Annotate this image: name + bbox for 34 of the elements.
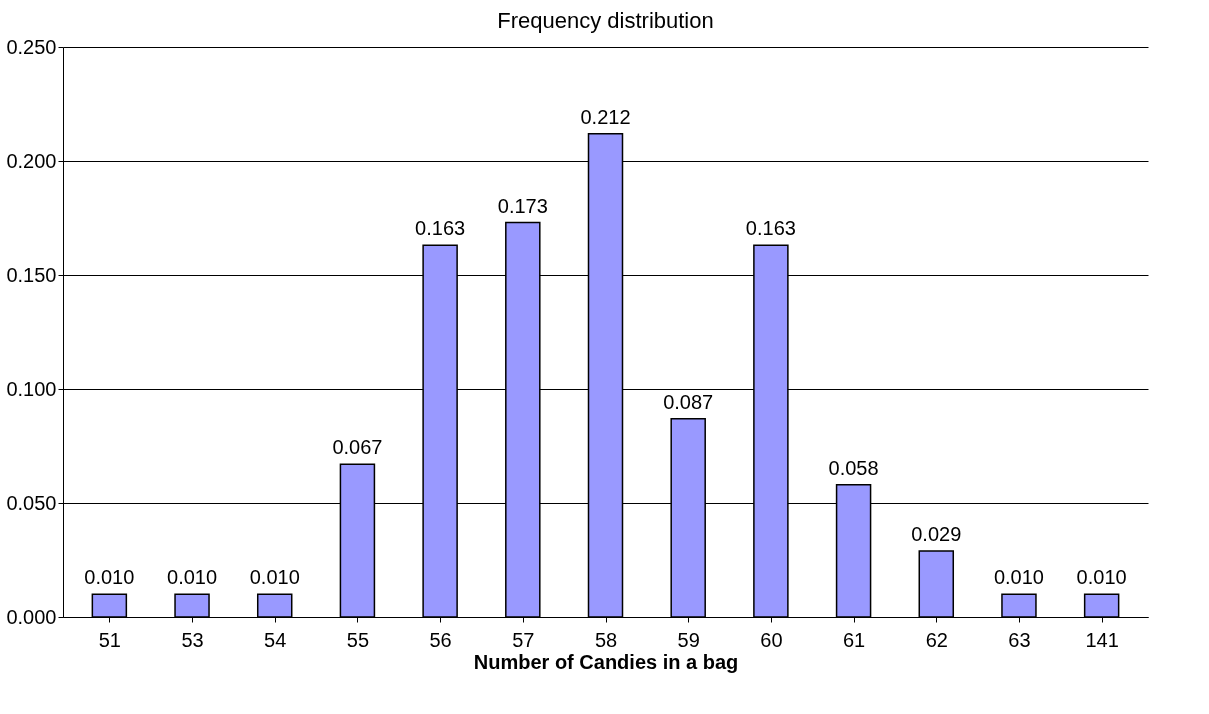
- x-tick-label: 57: [512, 628, 535, 651]
- data-label: 0.212: [580, 105, 631, 128]
- data-label: 0.010: [1076, 566, 1127, 589]
- x-tick-label: 60: [760, 628, 783, 651]
- y-tick-label: 0.100: [6, 377, 57, 400]
- x-tick-label: 56: [429, 628, 452, 651]
- x-axis-title: Number of Candies in a bag: [473, 650, 739, 673]
- data-label: 0.010: [84, 566, 135, 589]
- data-label: 0.058: [828, 456, 879, 479]
- x-tick-label: 55: [346, 628, 370, 651]
- data-label: 0.067: [332, 436, 383, 459]
- y-tick-label: 0.050: [6, 491, 57, 514]
- y-tick-label: 0.150: [6, 263, 57, 286]
- x-tick-label: 141: [1085, 628, 1119, 651]
- data-label: 0.029: [911, 522, 962, 545]
- x-tick-label: 58: [594, 628, 618, 651]
- x-tick-label: 61: [842, 628, 866, 651]
- x-tick-label: 53: [181, 628, 204, 651]
- chart-title: Frequency distribution: [497, 8, 714, 33]
- y-tick-label: 0.250: [6, 35, 57, 58]
- data-label: 0.010: [993, 566, 1044, 589]
- y-tick-label: 0.200: [6, 149, 57, 172]
- data-label: 0.010: [167, 566, 218, 589]
- data-label: 0.173: [497, 194, 548, 217]
- data-label: 0.087: [663, 390, 714, 413]
- x-tick-label: 51: [98, 628, 121, 651]
- data-label: 0.163: [745, 217, 796, 240]
- data-label: 0.163: [415, 217, 466, 240]
- y-tick-label: 0.000: [6, 605, 57, 628]
- data-label: 0.010: [249, 566, 300, 589]
- x-tick-label: 54: [264, 628, 287, 651]
- x-tick-label: 62: [925, 628, 948, 651]
- x-tick-label: 59: [677, 628, 700, 651]
- x-tick-label: 63: [1008, 628, 1031, 651]
